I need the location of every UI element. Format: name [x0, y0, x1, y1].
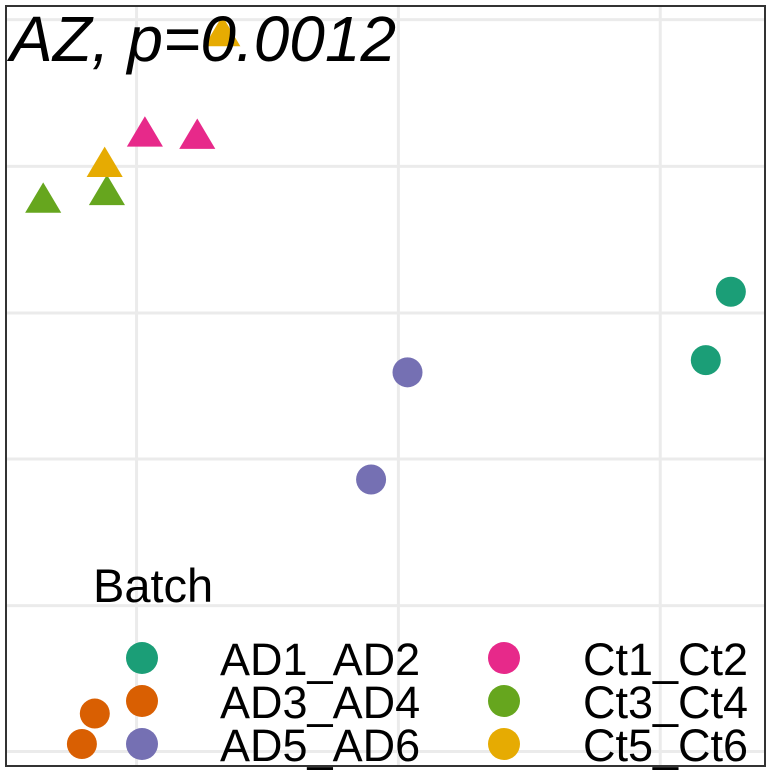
legend-label-ad3-ad4: AD3_AD4	[220, 677, 420, 728]
legend-title: Batch	[93, 559, 213, 612]
point-ct3-ct4-0	[25, 182, 62, 213]
point-ad1-ad2-1	[690, 345, 721, 376]
point-ad1-ad2-0	[715, 276, 746, 307]
legend-key-ad3-ad4	[126, 685, 158, 717]
data-points	[25, 15, 746, 759]
legend-label-ct3-ct4: Ct3_Ct4	[583, 677, 748, 728]
point-ct5-ct6-1	[86, 146, 123, 177]
legend-label-ad5-ad6: AD5_AD6	[220, 720, 420, 771]
legend-key-ad1-ad2	[126, 642, 158, 674]
legend-label-ad1-ad2: AD1_AD2	[220, 634, 420, 685]
legend-label-ct1-ct2: Ct1_Ct2	[583, 634, 748, 685]
point-ad5-ad6-1	[356, 464, 387, 495]
chart-title: AZ, p=0.0012	[6, 3, 396, 75]
legend-key-ad5-ad6	[126, 728, 158, 760]
plot-panel-background	[6, 6, 765, 766]
plot-panel-border	[5, 5, 766, 767]
point-ct5-ct6-0	[204, 15, 241, 47]
point-ad3-ad4-0	[79, 698, 110, 729]
point-ct1-ct2-1	[179, 118, 216, 149]
legend-label-ct5-ct6: Ct5_Ct6	[583, 720, 748, 771]
legend-key-ct1-ct2	[488, 642, 520, 674]
point-ad5-ad6-0	[392, 357, 423, 388]
point-ct3-ct4-1	[88, 174, 125, 206]
legend-key-ct3-ct4	[488, 685, 520, 717]
point-ct1-ct2-0	[126, 116, 163, 147]
point-ad3-ad4-1	[66, 728, 97, 759]
legend-key-ct5-ct6	[488, 728, 520, 760]
